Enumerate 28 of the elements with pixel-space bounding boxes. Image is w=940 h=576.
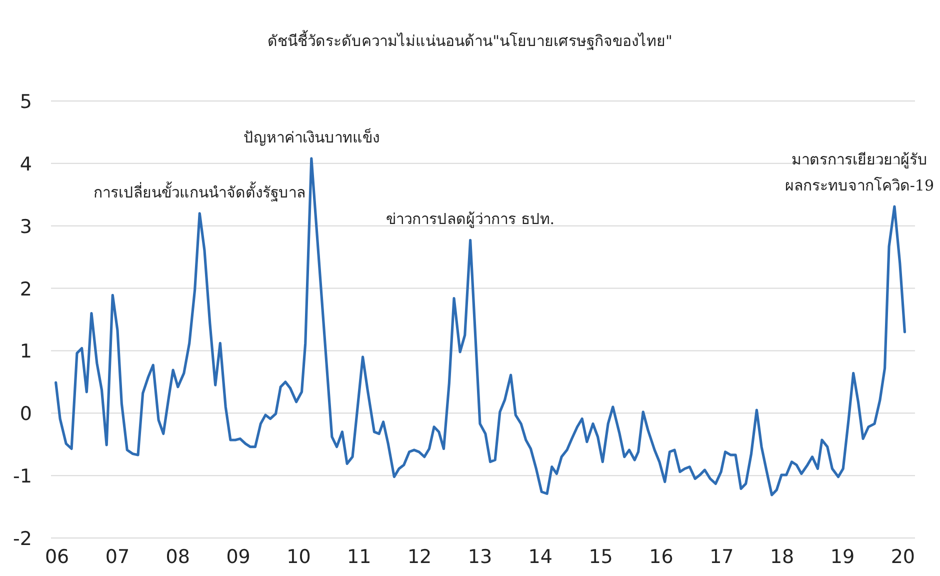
y-tick-label: -1	[13, 466, 32, 488]
y-tick-label: 1	[20, 340, 32, 363]
x-tick-label: 08	[166, 546, 190, 568]
x-tick-label: 09	[226, 546, 250, 568]
x-tick-label: 11	[347, 546, 372, 568]
y-tick-label: -2	[13, 528, 32, 550]
annotation: มาตรการเยียวยาผู้รับ ผลกระทบจากโควิด-19	[784, 150, 934, 195]
x-tick-label: 16	[649, 546, 674, 568]
x-tick-label: 06	[44, 546, 70, 568]
x-tick-label: 10	[286, 546, 311, 568]
x-tick-label: 07	[105, 546, 130, 568]
y-tick-label: 2	[20, 278, 32, 300]
x-tick-label: 18	[770, 546, 794, 568]
y-tick-label: 5	[20, 91, 32, 113]
y-tick-label: 3	[20, 216, 32, 238]
x-tick-label: 20	[890, 546, 916, 568]
annotation: การเปลี่ยนขั้วแกนนำจัดตั้งรัฐบาล	[94, 181, 306, 202]
x-tick-label: 14	[528, 546, 552, 568]
annotation: ข่าวการปลดผู้ว่าการ ธปท.	[386, 210, 555, 228]
y-tick-label: 4	[20, 153, 32, 176]
x-tick-label: 12	[407, 546, 432, 568]
x-tick-label: 19	[830, 546, 855, 568]
chart-title: ดัชนีชี้วัดระดับความไม่แน่นอนด้าน"นโยบายเศรษฐกิจของไทย"	[268, 30, 672, 50]
x-tick-label: 13	[468, 546, 492, 568]
x-tick-label: 15	[588, 546, 613, 568]
x-tick-label: 17	[710, 546, 734, 568]
annotation: ปัญหาค่าเงินบาทแข็ง	[243, 127, 380, 146]
y-tick-label: 0	[20, 403, 32, 426]
